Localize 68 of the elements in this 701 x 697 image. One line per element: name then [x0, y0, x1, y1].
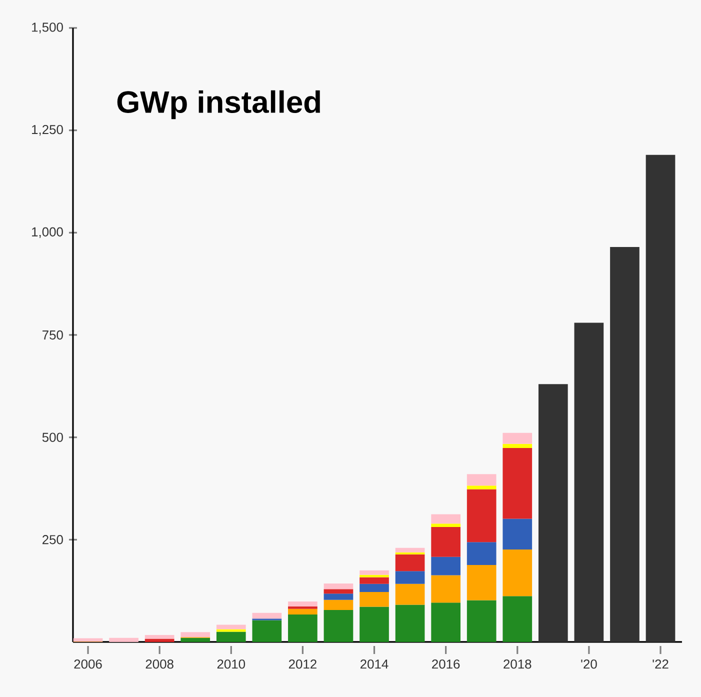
bar: [466, 565, 496, 600]
bar: [288, 608, 318, 615]
bar: [252, 612, 282, 619]
x-tick-label: 2012: [288, 660, 316, 669]
bar: [324, 610, 354, 642]
x-tick-label: 2008: [146, 660, 174, 669]
x-tick-label: 2016: [432, 660, 460, 669]
bar: [502, 448, 532, 519]
bar: [180, 638, 210, 642]
bar: [466, 542, 496, 566]
bar: [431, 575, 460, 603]
bar: [431, 526, 460, 557]
bar: [502, 549, 532, 596]
bar: [466, 489, 496, 542]
bar: [395, 584, 425, 605]
bar: [360, 570, 389, 575]
x-tick-label: 2006: [74, 660, 102, 669]
bar: [109, 638, 138, 642]
bar: [73, 638, 103, 642]
bar: [466, 474, 496, 486]
bar: [466, 600, 496, 642]
bar: [360, 592, 389, 607]
bar: [252, 620, 282, 642]
x-tick-label: 2018: [504, 660, 532, 669]
bar: [431, 524, 460, 527]
bar: [502, 432, 532, 444]
bar: [216, 624, 246, 630]
bar: [360, 574, 389, 578]
y-tick-label: 1,250: [32, 124, 63, 136]
bar: [431, 514, 460, 524]
bar: [324, 600, 354, 610]
bar: [324, 583, 354, 590]
bar: [288, 601, 318, 606]
x-tick-label: 2010: [217, 660, 246, 669]
bar: [466, 486, 496, 490]
text: GWp installed: [117, 90, 320, 120]
y-tick-label: 1,000: [32, 227, 63, 238]
bar: [288, 606, 318, 609]
bar: [144, 638, 174, 642]
bar: [610, 246, 640, 642]
x-tick-label: '20: [581, 660, 597, 669]
bar: [144, 635, 174, 639]
bar: [360, 577, 389, 584]
bar: [395, 554, 425, 572]
bar: [646, 154, 676, 642]
bar: [395, 604, 425, 642]
bar: [395, 548, 425, 552]
bar: [395, 571, 425, 584]
bar: [502, 518, 532, 550]
bar: [574, 322, 604, 642]
bar: [538, 384, 568, 642]
x-tick-label: 2014: [360, 660, 388, 669]
bar: [502, 444, 532, 448]
y-tick-label: 750: [42, 330, 63, 340]
y-tick-label: 1,500: [32, 22, 63, 34]
y-tick-label: 250: [42, 535, 63, 544]
bar: [324, 594, 354, 600]
bar: [324, 589, 354, 594]
x-tick-label: '22: [652, 660, 668, 669]
bar: [360, 584, 389, 592]
bar: [502, 596, 532, 642]
bar: [360, 606, 389, 642]
bar: [431, 602, 460, 642]
bar: [288, 614, 318, 642]
bar: [216, 632, 246, 642]
bar: [431, 556, 460, 576]
bar: [180, 632, 210, 638]
y-tick-label: 500: [42, 432, 63, 442]
